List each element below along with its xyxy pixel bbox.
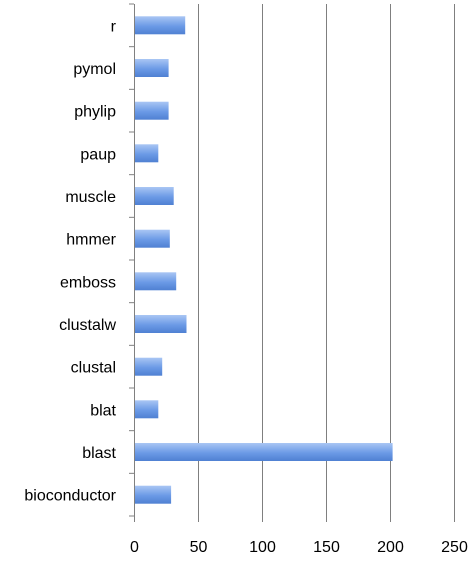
- bar-blast: [135, 443, 393, 461]
- x-tick-label-100: 100: [249, 539, 276, 556]
- bar-phylip: [135, 101, 169, 120]
- bar-muscle: [135, 187, 174, 205]
- x-tick-label-250: 250: [441, 539, 468, 556]
- y-tick-label-bioconductor: bioconductor: [24, 488, 116, 505]
- y-tick-label-pymol: pymol: [73, 61, 116, 78]
- y-tick-label-phylip: phylip: [74, 104, 116, 121]
- y-tick-label-paup: paup: [80, 146, 116, 163]
- bar-clustal: [135, 357, 163, 376]
- bar-blat: [135, 400, 159, 419]
- y-tick-label-blat: blat: [90, 402, 116, 419]
- bar-pymol: [135, 59, 169, 77]
- y-tick-label-r: r: [111, 18, 117, 35]
- x-tick-label-0: 0: [130, 539, 139, 556]
- x-tick-label-200: 200: [377, 539, 404, 556]
- bar-emboss: [135, 272, 177, 291]
- x-tick-label-50: 50: [190, 539, 208, 556]
- labels: r pymol phylip paup muscle hmmer emboss clustal…: [24, 18, 468, 556]
- y-tick-label-blast: blast: [82, 445, 116, 462]
- y-tick-label-emboss: emboss: [60, 274, 116, 291]
- bar-paup: [135, 144, 159, 163]
- gridlines: [198, 4, 455, 516]
- y-tick-label-hmmer: hmmer: [66, 232, 116, 249]
- bar-clustalw: [135, 315, 187, 333]
- axes: [129, 3, 455, 522]
- y-tick-label-muscle: muscle: [65, 189, 116, 206]
- bars: [135, 16, 393, 504]
- x-tick-label-150: 150: [313, 539, 340, 556]
- bar-r: [135, 16, 186, 35]
- bar-bioconductor: [135, 485, 172, 504]
- y-tick-label-clustal: clustal: [71, 360, 116, 377]
- y-tick-label-clustalw: clustalw: [59, 317, 116, 334]
- bar-hmmer: [135, 229, 170, 248]
